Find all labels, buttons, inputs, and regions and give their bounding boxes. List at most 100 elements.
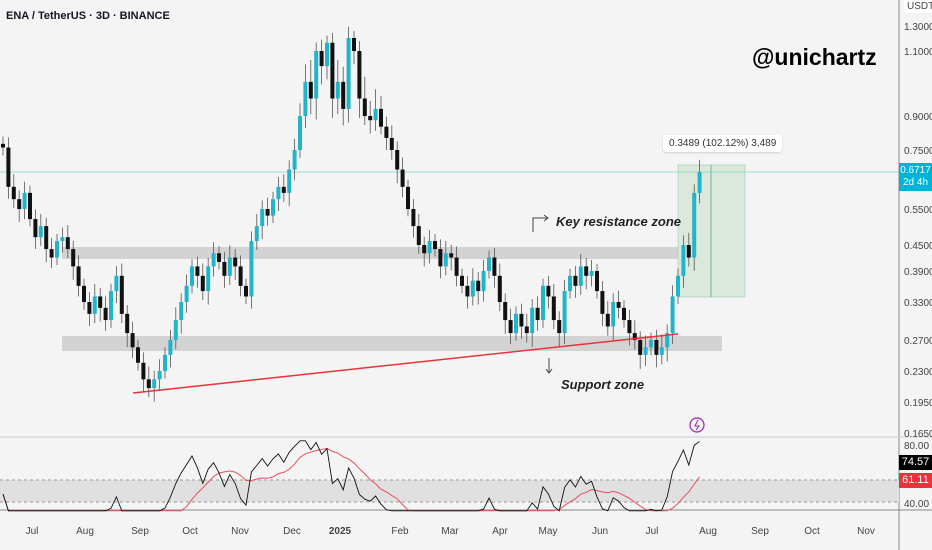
support-zone [62,336,722,351]
candle-body [141,362,146,380]
rsi-band [0,480,899,502]
candle-body [697,172,702,193]
candle-body [389,137,394,150]
candle [352,30,356,65]
candle-body [654,340,659,355]
candle-body [686,245,691,258]
candle [476,272,481,305]
candle-body [595,271,599,292]
candle [346,26,351,123]
candle [233,249,238,280]
candle-body [319,51,324,67]
candle [400,157,405,198]
candle-body [449,253,454,258]
candle [314,42,319,120]
candle [200,263,205,301]
candle [681,235,686,288]
candle-body [514,313,518,334]
candle [524,313,529,343]
candle-body [551,296,556,321]
candle-body [130,333,135,348]
candle-body [643,347,648,355]
time-tick: Dec [283,526,301,537]
time-tick: Aug [699,526,717,537]
candle [146,366,151,398]
candle [395,141,400,184]
candle-body [44,226,49,250]
time-tick: Sep [131,526,149,537]
candle [244,278,248,305]
candle-body [352,37,356,51]
lightning-bolt [694,419,700,431]
candle [530,299,535,347]
candle [535,296,540,331]
time-tick: Oct [182,526,198,537]
candle [271,191,275,223]
candle [206,257,211,305]
resistance-label: Key resistance zone [556,214,682,229]
candle-body [152,379,157,389]
symbol-title[interactable]: ENA / TetherUS · 3D · BINANCE [6,10,170,22]
candle-body [384,126,389,138]
candle-body [530,307,535,334]
candle-body [568,275,572,292]
candle-body [82,285,86,302]
lightning-icon [689,417,705,433]
candle-body [676,275,680,297]
candle [211,242,216,277]
candle [184,274,189,313]
price-tick: 0.2700 [904,336,932,347]
candle [60,227,65,253]
candle [325,35,329,80]
candle-body [28,192,32,220]
candle-body [362,98,367,116]
price-tick: 0.1950 [904,398,932,409]
rsi-tick: 40.00 [904,499,929,510]
candle-body [281,186,286,193]
candle-body [373,108,378,121]
candle [38,213,43,246]
candle [465,275,470,309]
candle [595,263,599,299]
time-tick: Sep [751,526,769,537]
candle [449,244,454,271]
candle [497,263,502,312]
candle-body [665,333,670,348]
candle-body [508,320,513,334]
candle [125,305,130,347]
candle [546,275,551,309]
candle-body [60,237,65,242]
candle-body [465,285,470,297]
support-arrow-icon [545,358,553,374]
candle-body [611,302,616,327]
resistance-zone [62,247,722,259]
candle [335,59,340,115]
time-tick: Feb [391,526,409,537]
candle-body [535,307,540,321]
candle-body [325,42,329,67]
candle-body [249,241,254,297]
candle-body [87,302,92,314]
candle-body [557,320,562,334]
currency-label[interactable]: USDT [904,0,932,13]
candle [605,301,610,336]
candle [503,293,508,334]
candle [384,116,389,150]
time-tick: Nov [857,526,875,537]
candle [487,250,491,279]
candle [265,197,270,226]
candle [238,255,243,297]
candle-body [217,253,221,262]
candle-body [659,347,664,355]
candle [292,138,297,181]
candle-body [546,285,551,297]
candle [379,96,383,135]
watermark: @unichartz [752,44,877,70]
price-tick: 0.7500 [904,146,932,157]
candle-body [206,266,211,292]
time-tick: Jul [26,526,39,537]
time-tick: Mar [441,526,459,537]
candle-body [562,291,567,334]
